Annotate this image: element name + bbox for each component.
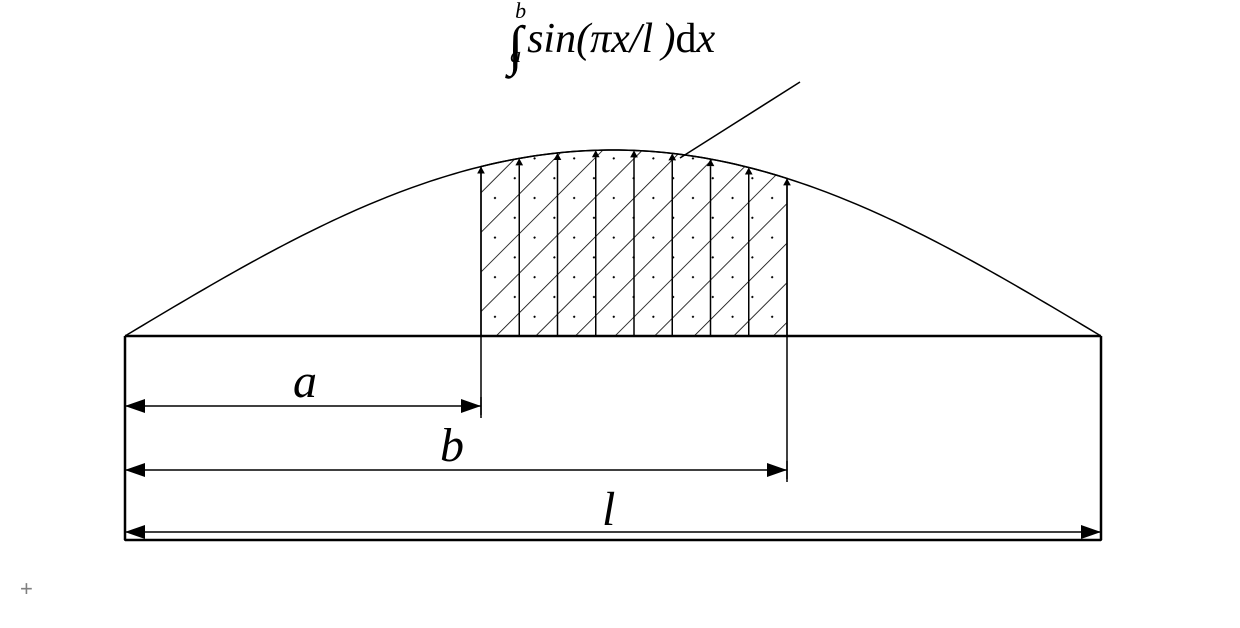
integral-formula: ∫basin(πx/l )dx [508, 14, 733, 77]
footer-plus: + [20, 576, 33, 602]
dimension-label-l: l [602, 482, 615, 537]
dimension-label-b: b [440, 418, 464, 473]
dimension-label-a: a [293, 354, 317, 409]
diagram-canvas [0, 0, 1240, 628]
